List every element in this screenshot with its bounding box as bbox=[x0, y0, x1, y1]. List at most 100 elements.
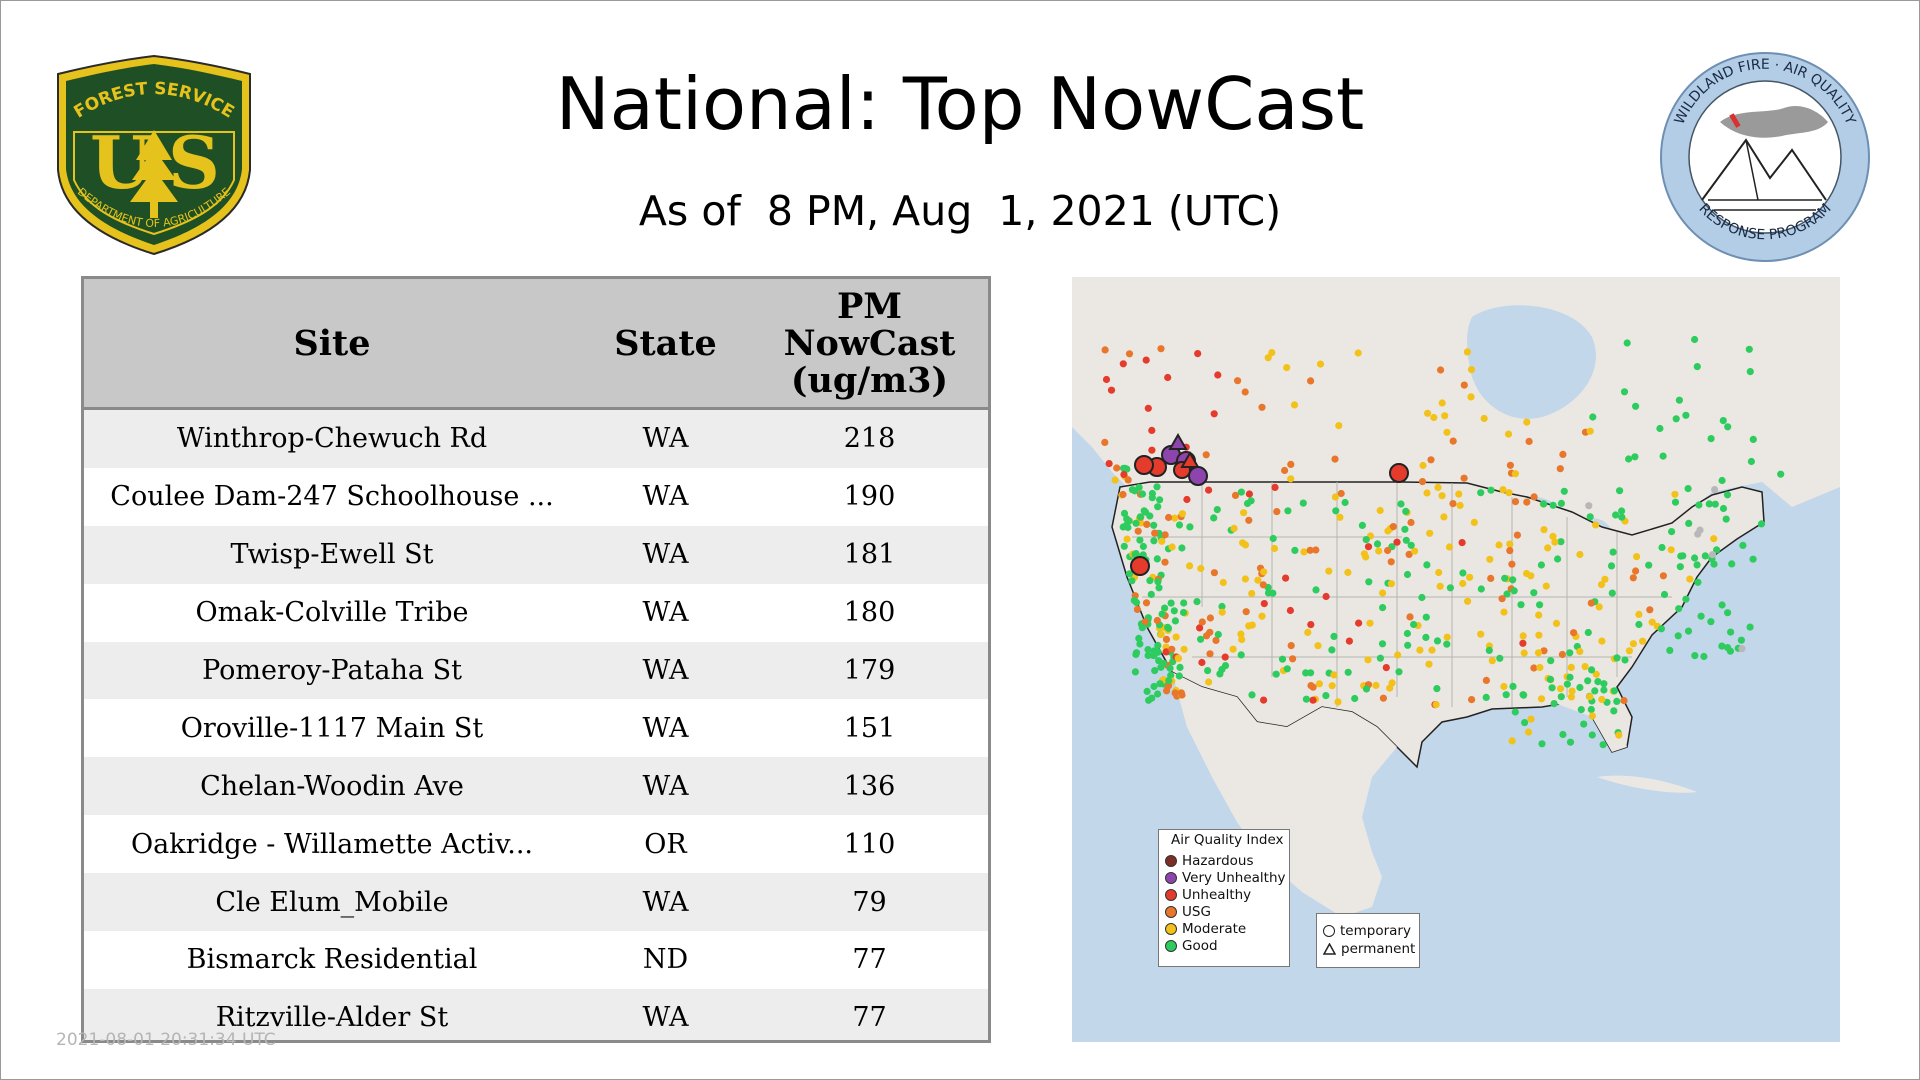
aqi-dot bbox=[1613, 654, 1621, 662]
aqi-dot bbox=[1345, 637, 1353, 645]
aqi-dot bbox=[1707, 435, 1715, 443]
aqi-dot bbox=[1691, 335, 1699, 344]
legend-swatch bbox=[1165, 939, 1177, 952]
aqi-dot bbox=[1278, 655, 1287, 663]
aqi-dot bbox=[1549, 532, 1557, 540]
aqi-dot bbox=[1696, 526, 1704, 534]
aqi-dot bbox=[1218, 608, 1226, 616]
aqi-dot bbox=[1559, 730, 1567, 739]
aqi-dot bbox=[1164, 682, 1173, 690]
aqi-dot bbox=[1527, 572, 1535, 580]
aqi-dot bbox=[1344, 568, 1352, 576]
aqi-dot bbox=[1205, 486, 1213, 494]
aqi-dot bbox=[1707, 618, 1715, 626]
aqi-dot bbox=[1131, 487, 1139, 495]
aqi-dot bbox=[1153, 616, 1161, 625]
aqi-dot bbox=[1464, 597, 1472, 605]
aqi-dot bbox=[1691, 554, 1699, 562]
aqi-dot bbox=[1676, 563, 1684, 571]
aqi-dot bbox=[1607, 562, 1616, 570]
aqi-dot bbox=[1164, 624, 1173, 632]
aqi-dot bbox=[1585, 502, 1593, 510]
aqi-dot bbox=[1746, 623, 1754, 631]
aqi-dot bbox=[1557, 693, 1565, 701]
legend-label: USG bbox=[1182, 903, 1211, 920]
aqi-dot bbox=[1460, 474, 1468, 482]
aqi-dot bbox=[1694, 578, 1702, 586]
aqi-dot bbox=[1149, 651, 1157, 659]
aqi-dot bbox=[1540, 526, 1548, 534]
aqi-dot bbox=[1544, 544, 1552, 552]
aqi-dot bbox=[1486, 555, 1494, 563]
column-header-pm-nowcast: PM NowCast (ug/m3) bbox=[751, 279, 988, 407]
aqi-dot bbox=[1397, 500, 1405, 508]
aqi-dot bbox=[1625, 647, 1633, 655]
aqi-dot bbox=[1546, 675, 1554, 683]
aqi-dot bbox=[1177, 689, 1185, 697]
aqi-dot bbox=[1198, 618, 1206, 626]
aqi-dot bbox=[1291, 546, 1299, 554]
aqi-dot bbox=[1482, 676, 1490, 684]
aqi-dot bbox=[1419, 461, 1427, 470]
aqi-dot bbox=[1373, 540, 1382, 548]
table-row: Oakridge - Willamette Activ... OR 110 bbox=[84, 815, 988, 874]
aqi-dot bbox=[1432, 701, 1440, 709]
aqi-dot bbox=[1745, 345, 1753, 353]
page-subtitle: As of 8 PM, Aug 1, 2021 (UTC) bbox=[638, 187, 1282, 235]
aqi-dot bbox=[1547, 657, 1555, 665]
aqi-dot bbox=[1388, 679, 1396, 687]
aqi-dot bbox=[1245, 490, 1253, 498]
shape-legend: temporary permanent bbox=[1316, 913, 1420, 968]
aqi-dot bbox=[1536, 601, 1544, 609]
aqi-dot bbox=[1659, 452, 1667, 460]
aqi-dot bbox=[1499, 486, 1507, 494]
aqi-dot bbox=[1488, 657, 1496, 665]
aqi-dot bbox=[1144, 404, 1152, 412]
aqi-dot bbox=[1608, 589, 1616, 597]
aqi-dot bbox=[1139, 542, 1147, 551]
aqi-dot bbox=[1186, 523, 1194, 531]
column-header-site: Site bbox=[293, 322, 371, 364]
aqi-dot bbox=[1154, 578, 1162, 586]
aqi-dot bbox=[1344, 668, 1352, 676]
aqi-dot bbox=[1362, 685, 1371, 693]
aqi-dot bbox=[1405, 550, 1413, 558]
aqi-dot bbox=[1629, 640, 1637, 648]
aqi-dot bbox=[1164, 373, 1172, 382]
aqi-dot bbox=[1449, 437, 1457, 445]
site-cell: Chelan-Woodin Ave bbox=[200, 770, 464, 802]
aqi-dot bbox=[1559, 450, 1567, 458]
aqi-dot bbox=[1213, 506, 1221, 514]
pm-cell: 110 bbox=[843, 828, 896, 860]
aqi-dot bbox=[1424, 409, 1432, 417]
aqi-dot bbox=[1671, 498, 1680, 506]
aqi-dot bbox=[1120, 464, 1128, 472]
table-row: Omak-Colville Tribe WA 180 bbox=[84, 583, 988, 642]
aqi-dot bbox=[1530, 664, 1538, 672]
aqi-dot bbox=[1723, 491, 1732, 499]
aqi-dot bbox=[1587, 705, 1595, 714]
aqi-dot bbox=[1588, 712, 1596, 720]
aqi-dot bbox=[1124, 476, 1132, 484]
aqi-dot bbox=[1558, 650, 1566, 659]
aqi-dot bbox=[1206, 628, 1214, 636]
aqi-dot bbox=[1777, 470, 1785, 478]
aqi-dot bbox=[1535, 611, 1543, 619]
aqi-dot bbox=[1570, 629, 1578, 637]
aqi-dot bbox=[1194, 350, 1202, 358]
aqi-dot bbox=[1540, 647, 1548, 655]
aqi-dot bbox=[1422, 633, 1430, 641]
aqi-dot bbox=[1519, 632, 1527, 640]
aqi-dot bbox=[1581, 663, 1589, 671]
aqi-dot bbox=[1639, 637, 1647, 645]
aqi-dot bbox=[1668, 528, 1676, 536]
aqi-dot bbox=[1206, 650, 1214, 658]
aqi-dot bbox=[1154, 641, 1162, 649]
aqi-dot bbox=[1142, 599, 1151, 607]
aqi-dot bbox=[1443, 640, 1451, 648]
aqi-dot bbox=[1240, 509, 1248, 517]
aqi-dot bbox=[1304, 628, 1312, 636]
aqi-dot bbox=[1485, 646, 1493, 654]
table-header: Site State PM NowCast (ug/m3) bbox=[84, 279, 988, 410]
aqi-dot bbox=[1710, 535, 1718, 543]
